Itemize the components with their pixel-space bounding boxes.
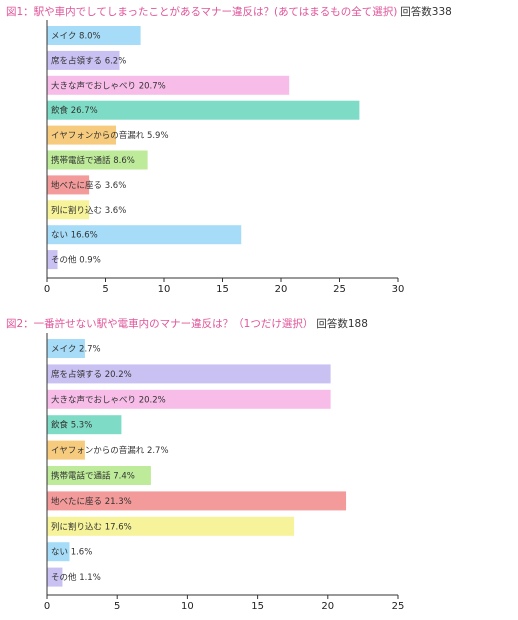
bar-1-10 [47,250,58,270]
chart-1-plot: メイク 8.0% 席を占領する 6.2% 大きな声でおしゃべり 20.7% 飲食 26… [44,20,405,295]
bar-2-9 [47,542,70,562]
x-tick-label-2-6: 25 [392,601,405,612]
bar-2-4 [47,415,122,435]
bar-label-2-3: 大きな声でおしゃべり 20.2% [51,394,166,405]
x-tick-label-2-5: 20 [321,601,334,612]
bar-2-2 [47,364,331,384]
bar-label-2-10: その他 1.1% [51,572,101,583]
bar-2-6 [47,466,151,485]
bar-2-1 [47,339,85,358]
chart-1-title: 図1：駅や車内でしてしまったことがあるマナー違反は？(あてはまるもの全て選択) 回… [6,4,452,19]
bar-label-2-7: 地べたに座る 21.3% [51,496,132,507]
bar-label-2-6: 携帯電話で通話 7.4% [51,471,135,482]
chart-2-plot: メイク 2.7% 席を占領する 20.2% 大きな声でおしゃべり 20.2% 飲食 5… [44,333,405,612]
bar-label-1-2: 席を占領する 6.2% [51,55,126,66]
bar-2-3 [47,389,331,409]
chart-1-title-text: 図1：駅や車内でしてしまったことがあるマナー違反は？(あてはまるもの全て選択) [6,6,398,18]
bar-label-1-1: メイク 8.0% [51,32,101,42]
bar-1-5 [47,125,117,145]
x-tick-label-2-4: 15 [251,601,264,612]
bar-1-6 [47,150,148,170]
chart-2-title: 図2：一番許せない駅や電車内のマナー違反は？（1つだけ選択） 回答数188 [6,316,368,331]
bar-label-1-4: 飲食 26.7% [51,105,98,116]
chart-2-title-text: 図2：一番許せない駅や電車内のマナー違反は？（1つだけ選択） [6,318,314,330]
bar-label-2-5: イヤフォンからの音漏れ 2.7% [51,445,169,456]
bar-label-1-10: その他 0.9% [51,255,101,266]
bar-label-1-7: 地べたに座る 3.6% [51,180,126,191]
bar-1-7 [47,175,90,195]
bar-2-8 [47,516,295,536]
bar-label-1-9: ない 16.6% [51,231,98,241]
bar-1-3 [47,75,290,95]
chart-2-respondents: 回答数188 [316,318,368,330]
bar-label-2-4: 飲食 5.3% [51,420,92,431]
bar-2-10 [47,567,63,587]
bar-2-7 [47,491,347,511]
bar-label-2-9: ない 1.6% [51,548,92,558]
bar-1-4 [47,100,360,120]
x-tick-label-2-3: 10 [181,601,194,612]
bar-1-2 [47,50,120,70]
bar-label-1-5: イヤフォンからの音漏れ 5.9% [51,130,169,141]
bar-1-8 [47,200,90,220]
bar-label-2-1: メイク 2.7% [51,345,101,355]
bar-1-1 [47,26,141,45]
bar-1-9 [47,225,242,245]
x-tick-label-1-6: 25 [333,284,346,295]
x-tick-label-1-3: 10 [158,284,171,295]
bar-label-1-6: 携帯電話で通話 8.6% [51,155,135,166]
chart-1-respondents: 回答数338 [400,6,452,18]
bar-label-2-2: 席を占領する 20.2% [51,369,132,380]
bar-label-1-8: 列に割り込む 3.6% [51,205,126,216]
x-tick-label-2-2: 5 [114,601,120,612]
bar-2-5 [47,440,85,460]
x-tick-label-1-2: 5 [102,284,108,295]
x-tick-label-1-5: 20 [275,284,288,295]
x-tick-label-1-7: 30 [392,284,405,295]
x-tick-label-1-1: 0 [44,284,50,295]
x-tick-label-2-1: 0 [44,601,50,612]
bar-label-1-3: 大きな声でおしゃべり 20.7% [51,80,166,91]
bar-label-2-8: 列に割り込む 17.6% [51,521,132,532]
x-tick-label-1-4: 15 [216,284,229,295]
